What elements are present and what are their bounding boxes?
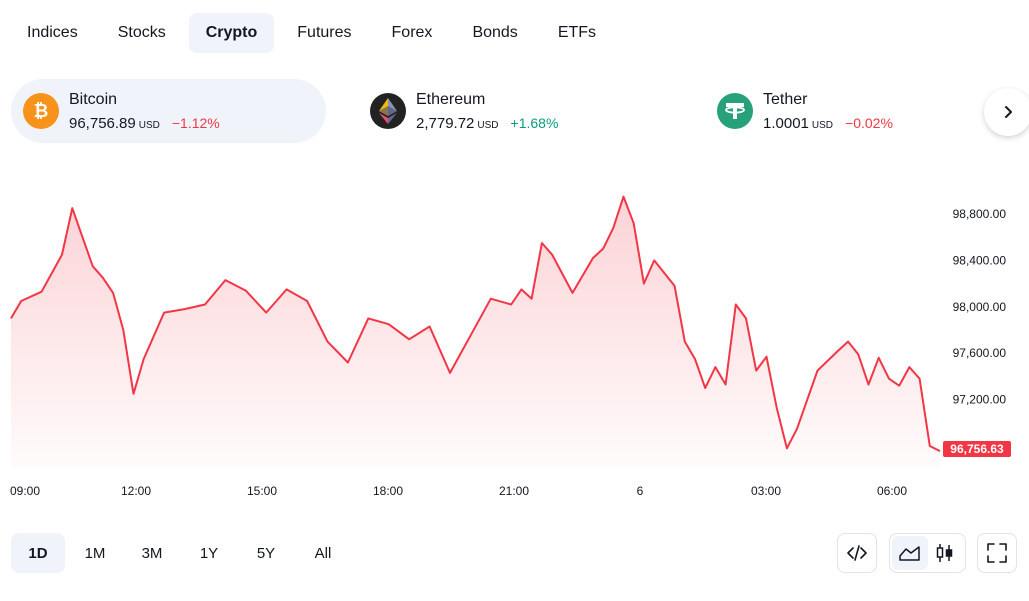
chevron-right-icon	[1005, 106, 1012, 118]
tab-futures[interactable]: Futures	[297, 24, 352, 41]
ticker-ethereum[interactable]: Ethereum 2,779.72 USD +1.68%	[358, 79, 658, 143]
x-tick-label: 09:00	[10, 484, 40, 498]
tab-crypto[interactable]: Crypto	[188, 13, 275, 53]
fullscreen-icon	[987, 543, 1007, 563]
ticker-name: Tether	[763, 90, 808, 108]
range-1m[interactable]: 1M	[84, 544, 106, 562]
x-tick-label: 15:00	[247, 484, 277, 498]
y-tick-label: 98,400.00	[953, 253, 1007, 267]
ticker-unit: USD	[811, 119, 834, 131]
area-chart-icon	[899, 546, 920, 561]
y-tick-label: 98,800.00	[953, 207, 1007, 221]
last-price-tag: 96,756.63	[943, 441, 1011, 457]
tab-forex[interactable]: Forex	[391, 24, 433, 41]
x-tick-label: 12:00	[121, 484, 151, 498]
ticker-change: −0.02%	[845, 114, 893, 131]
y-tick-label: 97,600.00	[953, 346, 1007, 360]
ethereum-icon	[370, 93, 406, 129]
last-price-label: 96,756.63	[950, 442, 1004, 456]
embed-button[interactable]	[837, 533, 877, 573]
candlestick-chart-button[interactable]	[928, 536, 964, 570]
x-tick-label: 06:00	[877, 484, 907, 498]
range-selector: 1D 1M 3M 1Y 5Y All	[11, 533, 350, 573]
tab-bonds[interactable]: Bonds	[472, 24, 518, 41]
range-1d[interactable]: 1D	[11, 533, 65, 573]
y-tick-label: 98,000.00	[953, 300, 1007, 314]
range-1y[interactable]: 1Y	[199, 544, 219, 562]
svg-text:₿: ₿	[34, 101, 49, 122]
ticker-name: Bitcoin	[69, 90, 118, 108]
candlestick-icon	[937, 544, 953, 562]
ticker-change: −1.12%	[171, 114, 220, 131]
ticker-price: 2,779.72	[416, 114, 475, 132]
x-tick-label: 6	[637, 484, 644, 498]
ticker-tether[interactable]: Tether 1.0001 USD −0.02%	[705, 79, 975, 143]
chart-area-fill	[11, 196, 940, 468]
bitcoin-icon: ₿	[23, 93, 59, 129]
x-tick-label: 21:00	[499, 484, 529, 498]
tab-stocks[interactable]: Stocks	[117, 24, 166, 41]
next-tickers-button[interactable]	[984, 88, 1029, 136]
y-tick-label: 97,200.00	[953, 393, 1007, 407]
x-tick-label: 18:00	[373, 484, 403, 498]
chart-style-toggle	[889, 533, 966, 573]
last-price-tag-bg	[943, 441, 1011, 457]
ticker-name: Ethereum	[416, 90, 486, 108]
series-line	[10, 195, 941, 452]
ticker-change: +1.68%	[510, 114, 559, 131]
tether-icon	[717, 93, 753, 129]
ticker-bitcoin[interactable]: ₿ Bitcoin 96,756.89 USD −1.12%	[11, 79, 326, 143]
market-tabs: Indices Stocks Crypto Futures Forex Bond…	[10, 13, 613, 53]
area-fill	[11, 196, 940, 468]
range-3m[interactable]: 3M	[141, 544, 163, 562]
tab-etfs[interactable]: ETFs	[557, 24, 597, 41]
tab-indices[interactable]: Indices	[27, 24, 78, 41]
area-chart-button[interactable]	[892, 536, 928, 570]
price-chart[interactable]: 98,800.00 98,400.00 98,000.00 97,600.00 97,2…	[0, 150, 1029, 510]
range-5y[interactable]: 5Y	[256, 544, 276, 562]
ticker-unit: USD	[477, 119, 499, 131]
ticker-unit: USD	[138, 119, 160, 131]
fullscreen-button[interactable]	[977, 533, 1017, 573]
x-axis: 09:00 12:00 15:00 18:00 21:00 6 03:00 06:00	[10, 484, 907, 498]
ticker-price: 96,756.89	[69, 114, 136, 132]
x-tick-label: 03:00	[751, 484, 781, 498]
chart-series-line	[10, 195, 941, 452]
code-icon	[847, 545, 867, 561]
y-axis: 98,800.00 98,400.00 98,000.00 97,600.00 97,2…	[953, 207, 1007, 453]
ticker-price: 1.0001	[763, 114, 809, 132]
range-all[interactable]: All	[314, 544, 332, 562]
